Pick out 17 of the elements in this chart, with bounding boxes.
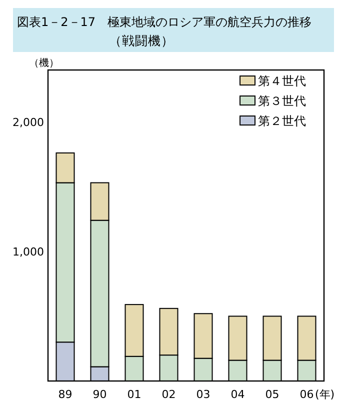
y-tick-label: 2,000 — [12, 116, 44, 129]
x-tick-label: 01 — [127, 388, 142, 401]
y-axis-title: （機） — [29, 57, 59, 69]
chart-subtitle: （戦闘機） — [109, 33, 174, 48]
x-tick-label: 03 — [196, 388, 210, 401]
x-axis-title: (年) — [315, 388, 335, 401]
x-tick-label: 02 — [162, 388, 176, 401]
legend-label: 第４世代 — [258, 74, 306, 88]
x-tick-label: 04 — [230, 388, 245, 401]
x-tick-label: 90 — [92, 388, 107, 401]
x-tick-label: 05 — [265, 388, 280, 401]
x-tick-label: 89 — [58, 388, 72, 401]
chart-title: 図表1－2－17 極東地域のロシア軍の航空兵力の推移 — [17, 15, 312, 29]
legend-label: 第２世代 — [258, 114, 306, 128]
legend-label: 第３世代 — [258, 94, 306, 108]
x-tick-label: 06 — [300, 388, 314, 401]
y-tick-label: 1,000 — [12, 245, 44, 258]
